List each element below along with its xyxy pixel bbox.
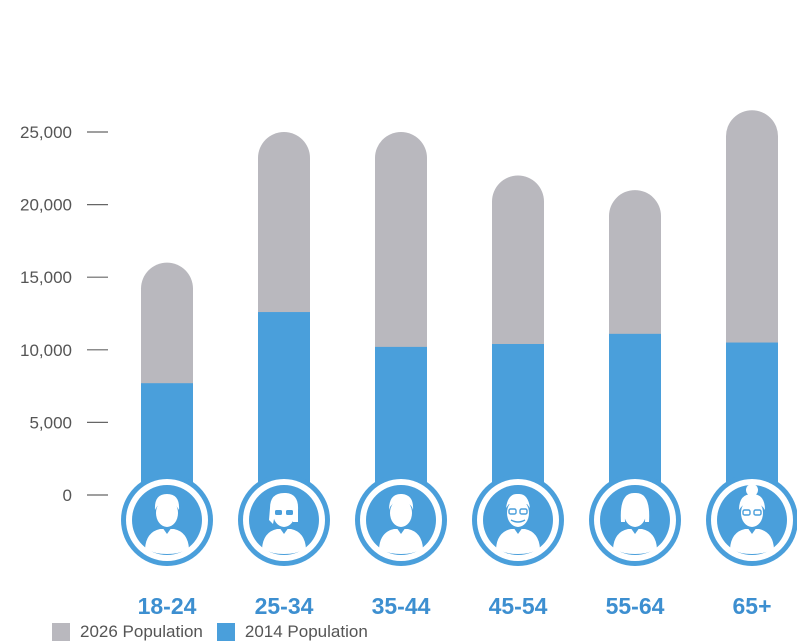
category-label: 18-24: [138, 593, 197, 619]
y-tick-label: 20,000: [20, 196, 72, 215]
bar-2014-population: [726, 342, 778, 495]
bar-2014-population: [492, 343, 544, 495]
man-in-suit-icon: [355, 474, 447, 566]
woman-in-blazer-icon: [589, 474, 681, 566]
legend-swatch-2014: [216, 623, 235, 641]
y-axis: 0 5,000 10,000 15,000 20,000 25,000: [20, 123, 108, 505]
young-man-icon: [121, 474, 213, 566]
bar-2014-population: [609, 333, 661, 495]
category-label: 55-64: [606, 593, 665, 619]
young-woman-icon: [238, 474, 330, 566]
older-man-with-glasses-icon: [472, 474, 564, 566]
y-tick-label: 25,000: [20, 123, 72, 142]
y-tick-label: 15,000: [20, 268, 72, 287]
category-label: 25-34: [255, 593, 314, 619]
legend-label-2026: 2026 Population: [80, 622, 203, 641]
legend-item-2014: 2014 Population: [216, 622, 368, 642]
legend-label-2014: 2014 Population: [244, 622, 368, 641]
category-icons: [121, 474, 797, 566]
population-bar-chart: 0 5,000 10,000 15,000 20,000 25,000 18-24 25-3…: [20, 110, 797, 619]
elderly-woman-with-glasses-icon: [706, 474, 797, 566]
category-label: 45-54: [489, 593, 548, 619]
bar-2014-population: [258, 312, 310, 495]
legend-swatch-2026: [52, 623, 70, 641]
legend: 2026 Population 2014 Population: [52, 620, 382, 644]
bars: [141, 110, 778, 496]
y-tick-label: 0: [63, 486, 72, 505]
y-tick-label: 5,000: [29, 413, 72, 432]
y-tick-label: 10,000: [20, 341, 72, 360]
category-label: 35-44: [372, 593, 431, 619]
category-labels: 18-24 25-34 35-44 45-54 55-64 65+: [138, 593, 772, 619]
category-label: 65+: [732, 593, 771, 619]
bar-2014-population: [375, 346, 427, 495]
legend-item-2026: 2026 Population: [52, 622, 203, 642]
